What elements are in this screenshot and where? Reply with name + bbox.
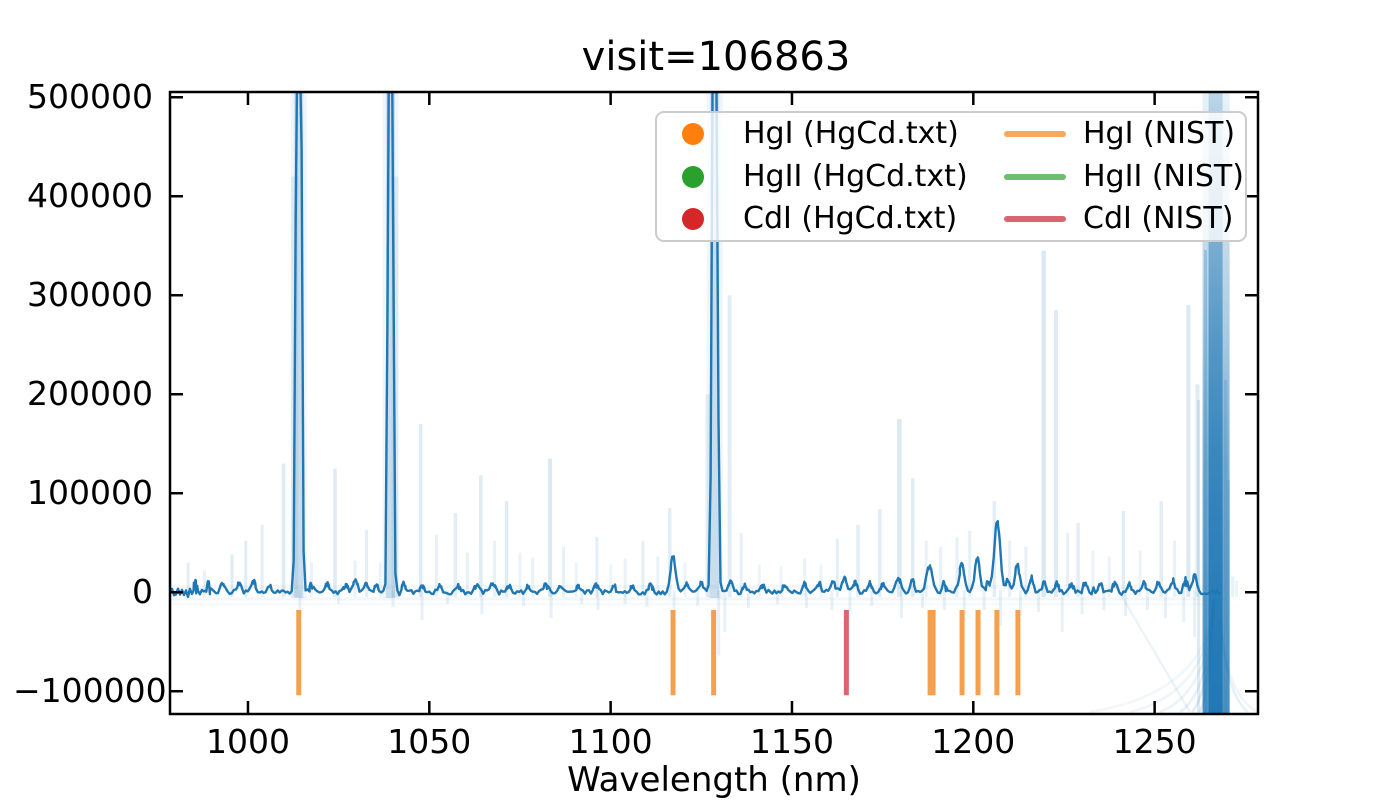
- legend-item-label: CdI (NIST): [1083, 200, 1234, 236]
- legend-line-swatch-icon: [1004, 173, 1066, 180]
- legend-item-label: HgI (NIST): [1083, 116, 1236, 152]
- legend-row: HgI (HgCd.txt) HgI (NIST): [657, 113, 1245, 155]
- x-tick-label: 1250: [1112, 722, 1197, 761]
- plot-title: visit=106863: [581, 34, 851, 80]
- plot-spines: [168, 90, 1260, 716]
- legend-item-label: CdI (HgCd.txt): [743, 200, 958, 236]
- legend-item-hgii-nist: HgII (NIST): [1004, 158, 1244, 194]
- data-layer: [170, 92, 1258, 714]
- y-tick-label: 100000: [27, 473, 153, 513]
- x-tick-label: 1150: [749, 722, 834, 761]
- legend-row: HgII (HgCd.txt) HgII (NIST): [657, 156, 1245, 198]
- legend-item-label: HgII (HgCd.txt): [743, 158, 968, 194]
- x-axis-label: Wavelength (nm): [567, 760, 861, 800]
- legend-item-hgii-hgcd: HgII (HgCd.txt): [657, 158, 1004, 194]
- legend-circle-marker-icon: [682, 207, 704, 230]
- x-tick-label: 1200: [931, 722, 1016, 761]
- y-tick-label: 300000: [27, 275, 153, 315]
- legend: HgI (HgCd.txt) HgI (NIST) HgII (HgCd.txt…: [655, 111, 1247, 242]
- legend-line-swatch-icon: [1004, 215, 1066, 222]
- legend-item-hgi-hgcd: HgI (HgCd.txt): [657, 117, 1004, 151]
- legend-item-label: HgI (HgCd.txt): [743, 116, 959, 152]
- legend-circle-marker-icon: [682, 165, 704, 188]
- x-tick-label: 1050: [387, 722, 472, 761]
- x-tick-label: 1100: [568, 722, 653, 761]
- legend-item-cdi-hgcd: CdI (HgCd.txt): [657, 200, 1004, 236]
- legend-item-cdi-nist: CdI (NIST): [1004, 200, 1234, 236]
- axes: [168, 90, 1260, 716]
- legend-item-label: HgII (NIST): [1083, 158, 1244, 194]
- y-tick-label: 200000: [27, 374, 153, 414]
- x-tick-label: 1000: [205, 722, 290, 761]
- nist-line-markers: [296, 610, 1021, 696]
- legend-row: CdI (HgCd.txt) CdI (NIST): [657, 198, 1245, 240]
- y-tick-label: −100000: [13, 671, 167, 711]
- y-tick-label: 500000: [27, 77, 153, 117]
- legend-item-hgi-nist: HgI (NIST): [1004, 117, 1235, 151]
- legend-circle-marker-icon: [682, 123, 704, 146]
- main-spectrum-trace: [170, 92, 1222, 599]
- y-tick-label: 400000: [27, 176, 153, 216]
- legend-line-swatch-icon: [1004, 131, 1066, 138]
- y-tick-label: 0: [132, 572, 153, 612]
